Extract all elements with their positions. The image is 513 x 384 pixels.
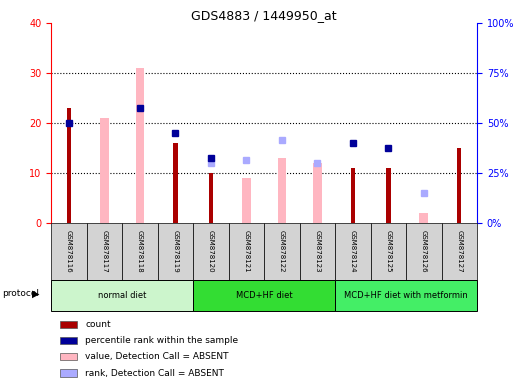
Text: GSM878117: GSM878117 — [102, 230, 108, 273]
Bar — [420, 213, 428, 223]
Bar — [386, 168, 390, 223]
Bar — [313, 163, 322, 223]
Bar — [300, 223, 335, 280]
Text: GSM878119: GSM878119 — [172, 230, 179, 273]
Bar — [60, 336, 77, 344]
Bar — [209, 173, 213, 223]
Text: GSM878120: GSM878120 — [208, 230, 214, 273]
Bar — [457, 148, 462, 223]
Text: rank, Detection Call = ABSENT: rank, Detection Call = ABSENT — [85, 369, 224, 377]
Text: normal diet: normal diet — [98, 291, 146, 300]
Bar — [135, 68, 145, 223]
Text: GSM878122: GSM878122 — [279, 230, 285, 273]
Bar — [51, 223, 87, 280]
Text: GSM878126: GSM878126 — [421, 230, 427, 273]
Bar — [193, 280, 335, 311]
Bar — [51, 280, 193, 311]
Bar — [335, 223, 370, 280]
Bar — [100, 118, 109, 223]
Bar — [442, 223, 477, 280]
Bar — [278, 158, 286, 223]
Text: GSM878116: GSM878116 — [66, 230, 72, 273]
Bar — [60, 369, 77, 377]
Text: value, Detection Call = ABSENT: value, Detection Call = ABSENT — [85, 352, 229, 361]
Bar — [242, 178, 251, 223]
Text: GSM878127: GSM878127 — [457, 230, 462, 273]
Bar — [229, 223, 264, 280]
Bar — [60, 321, 77, 328]
Text: MCD+HF diet with metformin: MCD+HF diet with metformin — [344, 291, 468, 300]
Text: ▶: ▶ — [32, 289, 40, 299]
Title: GDS4883 / 1449950_at: GDS4883 / 1449950_at — [191, 9, 337, 22]
Bar — [193, 223, 229, 280]
Bar — [335, 280, 477, 311]
Bar — [370, 223, 406, 280]
Bar — [60, 353, 77, 360]
Text: MCD+HF diet: MCD+HF diet — [236, 291, 292, 300]
Bar — [122, 223, 158, 280]
Text: GSM878125: GSM878125 — [385, 230, 391, 273]
Text: GSM878121: GSM878121 — [244, 230, 249, 273]
Text: GSM878124: GSM878124 — [350, 230, 356, 273]
Bar — [158, 223, 193, 280]
Bar — [87, 223, 122, 280]
Text: GSM878118: GSM878118 — [137, 230, 143, 273]
Bar — [67, 108, 71, 223]
Bar — [406, 223, 442, 280]
Text: count: count — [85, 319, 111, 329]
Text: GSM878123: GSM878123 — [314, 230, 321, 273]
Bar — [264, 223, 300, 280]
Text: protocol: protocol — [3, 289, 40, 298]
Text: percentile rank within the sample: percentile rank within the sample — [85, 336, 239, 345]
Bar — [351, 168, 355, 223]
Bar — [173, 143, 177, 223]
